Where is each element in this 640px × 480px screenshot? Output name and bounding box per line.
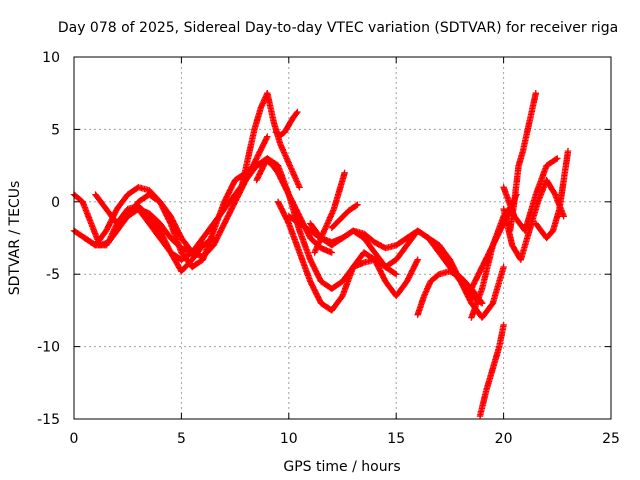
x-tick-label: 10	[280, 431, 298, 447]
data-point-markers	[274, 198, 421, 314]
series-sat-i	[274, 198, 421, 314]
series-sat-d	[81, 205, 196, 256]
series-sat-g	[272, 108, 301, 139]
y-axis-label: SDTVAR / TECUs	[7, 181, 23, 296]
y-tick-label: 5	[51, 122, 60, 138]
y-tick-label: -10	[37, 340, 60, 356]
series-sat-u	[500, 155, 561, 234]
data-point-markers	[311, 169, 348, 256]
data-point-markers	[532, 147, 572, 242]
data-point-markers	[506, 90, 539, 234]
y-tick-label: 0	[51, 195, 60, 211]
x-tick-label: 0	[70, 431, 79, 447]
data-point-markers	[476, 321, 507, 420]
x-tick-label: 25	[602, 431, 620, 447]
x-tick-label: 20	[495, 431, 513, 447]
y-tick-label: 10	[42, 50, 60, 66]
series-sat-f	[238, 90, 303, 191]
data-points	[70, 90, 572, 420]
y-tick-label: -15	[37, 412, 60, 428]
x-axis-label: GPS time / hours	[283, 459, 400, 475]
data-point-markers	[70, 191, 217, 275]
data-point-markers	[500, 155, 561, 234]
series-sat-l	[311, 169, 348, 256]
data-point-markers	[81, 205, 196, 256]
x-tick-label: 15	[387, 431, 405, 447]
series-sat-m	[328, 201, 361, 232]
series-sat-v	[532, 147, 572, 242]
chart-title: Day 078 of 2025, Sidereal Day-to-day VTE…	[58, 20, 618, 36]
series-sat-t	[506, 90, 539, 234]
series-sat-a	[70, 191, 217, 275]
data-point-markers	[272, 108, 301, 139]
data-point-markers	[238, 90, 303, 191]
data-point-markers	[328, 201, 361, 232]
plot-frame	[73, 56, 612, 420]
axes: 0 5 10 15 20 25 -15 -10 -5 0 5 10	[37, 50, 620, 447]
series-sat-r	[476, 321, 507, 420]
x-tick-label: 5	[177, 431, 186, 447]
y-tick-label: -5	[46, 267, 60, 283]
